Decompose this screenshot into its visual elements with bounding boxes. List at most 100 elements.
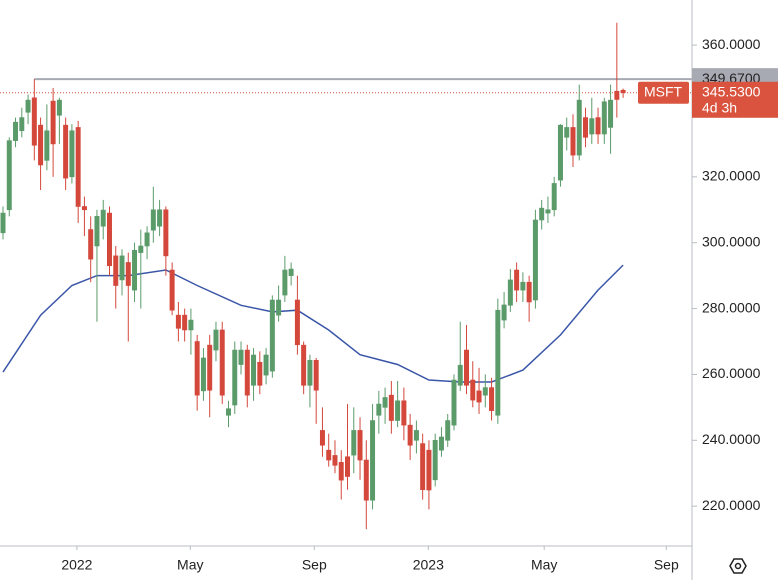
candle-body bbox=[608, 99, 614, 128]
candle-body bbox=[232, 349, 238, 406]
candle-body bbox=[182, 314, 188, 331]
y-tick-label: 320.0000 bbox=[702, 168, 761, 184]
candle-body bbox=[514, 269, 520, 291]
candle-body bbox=[388, 394, 394, 421]
x-tick-label: 2023 bbox=[413, 557, 444, 573]
candle-body bbox=[31, 97, 37, 146]
settings-icon[interactable] bbox=[729, 558, 747, 574]
candle-body bbox=[457, 364, 463, 386]
candle-body bbox=[501, 304, 507, 321]
candle-body bbox=[213, 329, 219, 351]
candle-body bbox=[119, 255, 125, 281]
candle-body bbox=[432, 439, 438, 481]
x-tick-label: May bbox=[531, 557, 557, 573]
x-tick-label: May bbox=[177, 557, 203, 573]
candle-body bbox=[200, 357, 206, 392]
candle-body bbox=[426, 449, 432, 491]
candle-body bbox=[263, 354, 269, 376]
candle-body bbox=[44, 130, 50, 161]
candle-body bbox=[25, 99, 31, 113]
candle-body bbox=[351, 430, 357, 456]
candle-body bbox=[157, 209, 163, 227]
candle-body bbox=[464, 349, 470, 386]
candle-body bbox=[50, 100, 56, 145]
candle-body bbox=[564, 127, 570, 138]
candle-body bbox=[244, 349, 250, 396]
candle-body bbox=[13, 121, 19, 141]
candle-body bbox=[595, 117, 601, 135]
candle-body bbox=[489, 387, 495, 411]
candle-body bbox=[532, 219, 538, 301]
settings-button[interactable] bbox=[729, 558, 747, 574]
candle-body bbox=[420, 443, 426, 490]
candle-body bbox=[438, 436, 444, 451]
y-tick-label: 360.0000 bbox=[702, 36, 761, 52]
candle-body bbox=[282, 269, 288, 296]
candle-body bbox=[56, 99, 62, 116]
candle-body bbox=[401, 400, 407, 426]
x-tick-label: Sep bbox=[654, 557, 679, 573]
candle-body bbox=[38, 124, 44, 166]
candle-body bbox=[163, 209, 169, 257]
candle-body bbox=[106, 212, 112, 267]
candle-body bbox=[326, 449, 332, 461]
candle-body bbox=[345, 456, 350, 477]
y-tick-label: 300.0000 bbox=[702, 233, 761, 249]
candle-body bbox=[589, 118, 595, 135]
candle-body bbox=[138, 245, 144, 253]
candle-body bbox=[539, 207, 545, 221]
candle-body bbox=[169, 269, 175, 311]
candle-body bbox=[313, 359, 319, 391]
y-tick-label: 280.0000 bbox=[702, 299, 761, 315]
candle-body bbox=[226, 408, 231, 416]
candle-body bbox=[363, 459, 369, 501]
candle-body bbox=[551, 183, 557, 211]
symbol-label: MSFT bbox=[644, 83, 683, 99]
candle-body bbox=[100, 209, 106, 227]
symbol-badge bbox=[638, 81, 689, 104]
candle-body bbox=[620, 89, 626, 94]
plot-area bbox=[0, 22, 692, 530]
settings-icon-center[interactable] bbox=[734, 562, 742, 570]
price-badge bbox=[692, 81, 778, 118]
candle-body bbox=[495, 309, 501, 416]
candle-body bbox=[370, 420, 376, 501]
candle-body bbox=[601, 101, 607, 135]
candle-body bbox=[175, 314, 181, 329]
candle-body bbox=[614, 90, 620, 100]
candle-body bbox=[445, 420, 451, 441]
y-tick-label: 260.0000 bbox=[702, 365, 761, 381]
y-tick-label: 220.0000 bbox=[702, 497, 761, 513]
candle-body bbox=[470, 379, 476, 401]
candle-body bbox=[526, 281, 532, 303]
candle-body bbox=[357, 430, 363, 461]
candle-body bbox=[395, 400, 401, 421]
y-tick-label: 240.0000 bbox=[702, 431, 761, 447]
candle-body bbox=[557, 124, 563, 181]
candle-body bbox=[238, 349, 244, 365]
candle-body bbox=[188, 319, 194, 331]
candle-body bbox=[75, 127, 81, 207]
x-tick-label: 2022 bbox=[61, 557, 92, 573]
candle-body bbox=[301, 344, 307, 386]
candle-body bbox=[570, 127, 576, 156]
candle-body bbox=[81, 206, 87, 211]
candle-body bbox=[219, 329, 225, 396]
candle-body bbox=[294, 299, 300, 346]
candle-body bbox=[276, 299, 282, 316]
candle-body bbox=[6, 140, 12, 211]
price-label: 345.5300 bbox=[702, 83, 761, 99]
candle-body bbox=[288, 268, 294, 276]
moving-average bbox=[2, 264, 624, 383]
candle-body bbox=[338, 462, 344, 481]
candle-body bbox=[125, 262, 131, 286]
candle-body bbox=[576, 99, 582, 156]
candle-body bbox=[332, 455, 338, 466]
candle-body bbox=[451, 379, 457, 426]
candle-body bbox=[113, 255, 119, 286]
candle-body bbox=[19, 117, 25, 132]
candle-body bbox=[251, 354, 257, 386]
candle-body bbox=[382, 397, 388, 408]
